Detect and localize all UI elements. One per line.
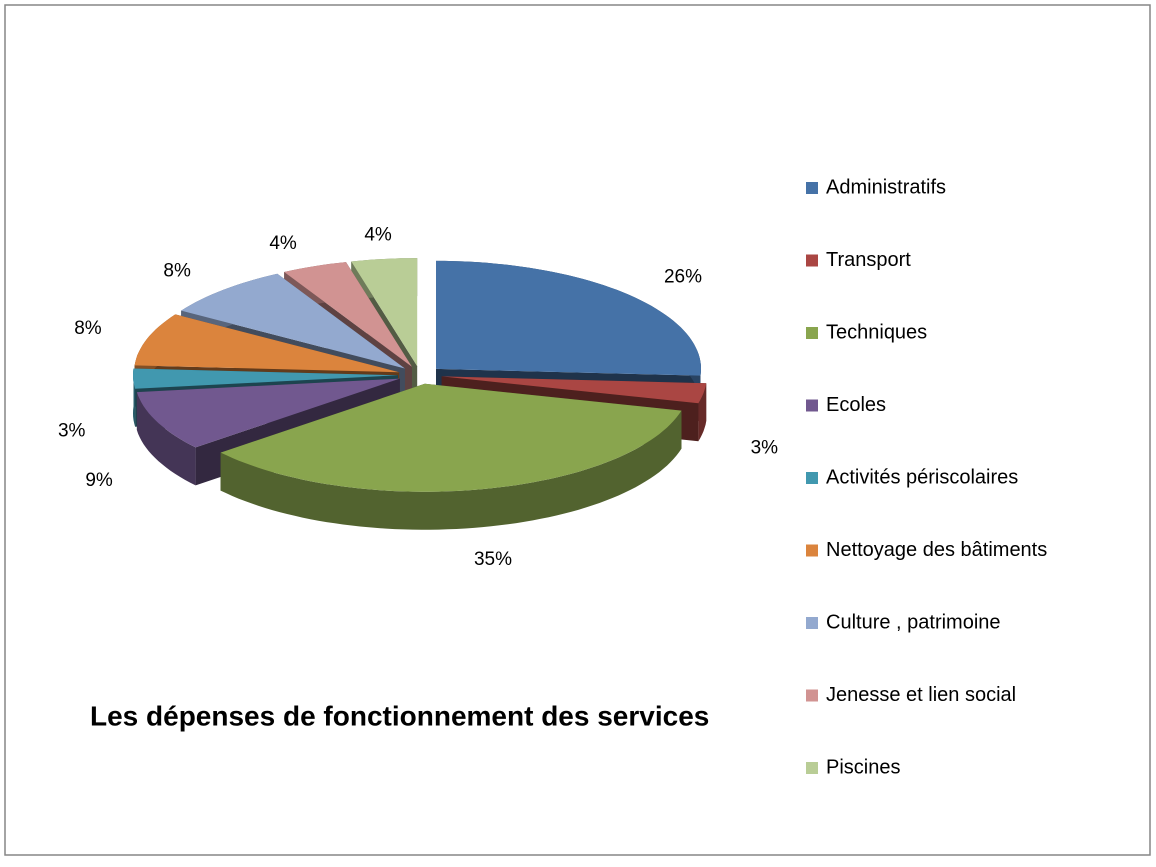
legend-swatch [806,327,818,339]
chart-title: Les dépenses de fonctionnement des servi… [90,700,709,731]
legend-label: Piscines [826,756,900,778]
legend-swatch [806,399,818,412]
legend-label: Administratifs [826,176,946,198]
slice [436,260,701,376]
slice [220,383,682,492]
slice [181,273,405,369]
slice-side [136,392,196,486]
slice-side [133,368,136,427]
data-label: 35% [474,549,512,570]
legend-swatch [806,689,818,702]
data-label: 26% [664,267,702,288]
slice [133,368,398,389]
data-label: 3% [751,437,779,458]
data-label: 4% [364,225,392,246]
legend-label: Nettoyage des bâtiments [826,539,1047,561]
data-label: 3% [58,420,86,441]
legend-swatch [806,544,818,557]
legend-swatch [806,182,818,194]
slice [134,314,400,373]
data-label: 8% [74,318,102,339]
legend-label: Jenesse et lien social [826,684,1016,706]
legend-swatch [806,254,818,267]
slice [136,378,400,448]
data-label: 9% [85,470,113,491]
legend-label: Culture , patrimoine [826,611,1001,633]
legend-label: Activités périscolaires [826,466,1018,488]
slice-side [698,383,707,442]
legend-swatch [806,472,818,484]
legend-label: Techniques [826,321,927,343]
slice-side [220,410,682,530]
slice [351,258,418,367]
legend-swatch [806,762,818,774]
slice [441,376,707,404]
data-label: 8% [163,261,191,282]
legend-swatch [806,617,818,629]
legend-label: Ecoles [826,394,886,416]
slice [284,262,412,367]
legend-label: Transport [826,249,911,271]
data-label: 4% [269,233,297,254]
